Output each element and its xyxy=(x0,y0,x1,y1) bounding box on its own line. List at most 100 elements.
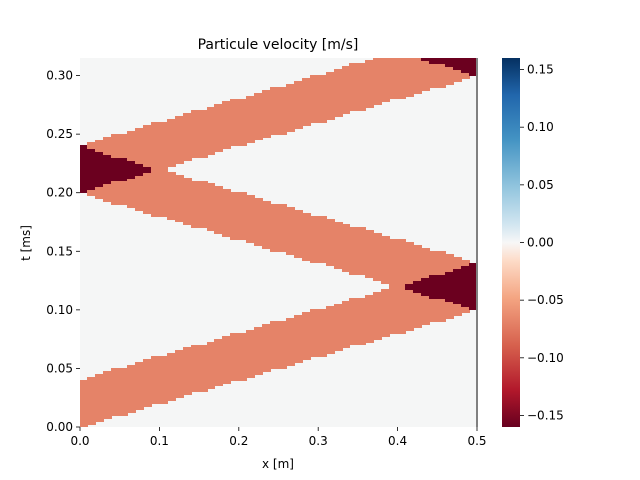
heatmap-cell xyxy=(302,356,311,360)
heatmap-cell xyxy=(365,101,374,105)
heatmap-cell xyxy=(429,81,438,85)
heatmap-cell xyxy=(151,210,160,214)
heatmap-cell xyxy=(357,271,366,275)
heatmap-cell xyxy=(405,318,414,322)
heatmap-cell xyxy=(159,157,168,161)
heatmap-cell xyxy=(318,110,327,114)
heatmap-cell xyxy=(127,368,136,372)
heatmap-cell xyxy=(270,230,279,234)
heatmap-cell xyxy=(397,248,406,252)
heatmap-cell xyxy=(254,104,263,108)
heatmap-cell xyxy=(143,160,152,164)
heatmap-cell xyxy=(413,315,422,319)
heatmap-cell xyxy=(238,339,247,343)
heatmap-cell xyxy=(87,383,96,386)
heatmap-cell xyxy=(87,397,96,401)
heatmap-cell xyxy=(413,66,422,70)
heatmap-cell xyxy=(80,175,88,179)
heatmap-cell xyxy=(135,374,144,378)
heatmap-cell xyxy=(127,409,136,413)
heatmap-cell xyxy=(246,96,255,99)
heatmap-cell xyxy=(230,224,239,228)
heatmap-cell xyxy=(389,257,398,261)
heatmap-cell xyxy=(405,304,414,307)
heatmap-cell xyxy=(326,315,335,319)
heatmap-cell xyxy=(222,198,231,202)
y-tick-label: 0.00 xyxy=(46,420,73,434)
heatmap-cell xyxy=(405,280,414,284)
heatmap-cell xyxy=(453,60,462,64)
heatmap-cell xyxy=(175,134,184,138)
heatmap-cell xyxy=(357,230,366,234)
heatmap-cell xyxy=(80,183,88,187)
heatmap-cell xyxy=(214,110,223,114)
heatmap-cell xyxy=(175,145,184,149)
heatmap-cell xyxy=(294,87,303,91)
heatmap-cell xyxy=(254,368,263,372)
heatmap-cell xyxy=(199,131,208,135)
heatmap-cell xyxy=(389,93,398,97)
heatmap-cell xyxy=(214,350,223,354)
heatmap-cell xyxy=(222,192,231,196)
heatmap-cell xyxy=(262,224,271,228)
heatmap-cell xyxy=(151,374,160,378)
heatmap-cell xyxy=(373,66,382,70)
heatmap-cell xyxy=(381,81,390,85)
heatmap-cell xyxy=(286,327,295,331)
heatmap-cell xyxy=(127,204,136,208)
heatmap-cell xyxy=(246,207,255,211)
heatmap-cell xyxy=(326,236,335,240)
heatmap-cell xyxy=(167,186,176,190)
heatmap-cell xyxy=(191,224,200,228)
heatmap-cell xyxy=(461,63,470,67)
heatmap-cell xyxy=(270,128,279,132)
heatmap-cell xyxy=(246,122,255,126)
heatmap-cell xyxy=(254,359,263,363)
heatmap-cell xyxy=(127,154,136,158)
heatmap-cell xyxy=(310,78,319,82)
heatmap-cell xyxy=(357,227,366,231)
heatmap-cell xyxy=(349,251,358,255)
heatmap-cell xyxy=(413,292,422,296)
heatmap-cell xyxy=(159,189,168,193)
heatmap-cell xyxy=(151,386,160,389)
heatmap-cell xyxy=(95,409,104,413)
heatmap-cell xyxy=(183,359,192,363)
heatmap-cell xyxy=(429,298,438,302)
heatmap-cell xyxy=(357,260,366,263)
heatmap-cell xyxy=(183,216,192,220)
heatmap-cell xyxy=(230,134,239,138)
heatmap-cell xyxy=(365,233,374,237)
heatmap-cell xyxy=(222,119,231,123)
heatmap-cell xyxy=(135,406,144,410)
heatmap-cell xyxy=(246,224,255,228)
heatmap-cell xyxy=(262,99,271,102)
heatmap-cell xyxy=(421,268,430,272)
heatmap-cell xyxy=(334,93,343,97)
heatmap-cell xyxy=(111,386,120,389)
heatmap-cell xyxy=(151,166,160,170)
heatmap-cell xyxy=(127,169,136,173)
heatmap-cell xyxy=(238,201,247,205)
heatmap-cell xyxy=(254,327,263,331)
heatmap-cell xyxy=(175,192,184,196)
heatmap-cell xyxy=(119,412,128,416)
heatmap-cell xyxy=(159,134,168,138)
heatmap-cell xyxy=(111,140,120,143)
heatmap-cell xyxy=(413,60,422,64)
heatmap-cell xyxy=(119,195,128,199)
heatmap-cell xyxy=(397,309,406,313)
heatmap-cell xyxy=(286,110,295,114)
heatmap-cell xyxy=(199,116,208,120)
heatmap-cell xyxy=(167,178,176,181)
heatmap-cell xyxy=(80,418,88,422)
heatmap-cell xyxy=(246,356,255,360)
heatmap-cell xyxy=(159,142,168,146)
heatmap-cell xyxy=(342,230,350,234)
heatmap-cell xyxy=(222,134,231,138)
heatmap-cell xyxy=(254,330,263,334)
heatmap-cell xyxy=(373,306,382,310)
heatmap-cell xyxy=(270,327,279,331)
heatmap-cell xyxy=(429,309,438,313)
heatmap-cell xyxy=(373,318,382,322)
